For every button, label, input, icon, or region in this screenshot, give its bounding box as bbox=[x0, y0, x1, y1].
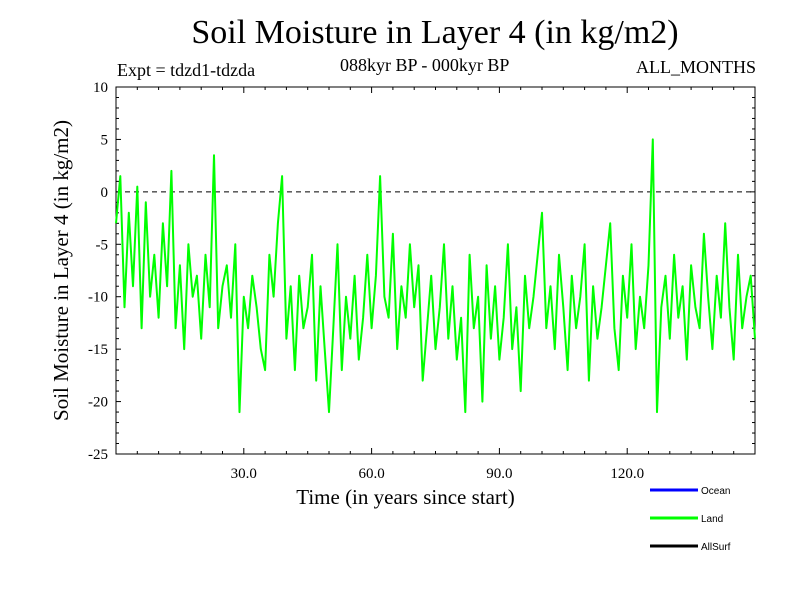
experiment-label: Expt = tdzd1-tdzda bbox=[117, 60, 256, 80]
y-tick-label: -20 bbox=[88, 395, 108, 411]
legend-label-land: Land bbox=[701, 514, 723, 525]
x-axis-label: Time (in years since start) bbox=[296, 485, 515, 509]
x-tick-label: 90.0 bbox=[486, 466, 512, 482]
y-tick-label: -5 bbox=[96, 237, 109, 253]
x-tick-label: 120.0 bbox=[610, 466, 644, 482]
plot-frame bbox=[115, 86, 756, 455]
period-label: 088kyr BP - 000kyr BP bbox=[340, 55, 510, 75]
legend-label-ocean: Ocean bbox=[701, 486, 730, 497]
y-tick-label: -10 bbox=[88, 290, 108, 306]
y-tick-label: -15 bbox=[88, 342, 108, 358]
y-tick-label: -25 bbox=[88, 447, 108, 463]
y-axis-label: Soil Moisture in Layer 4 (in kg/m2) bbox=[49, 120, 73, 421]
x-tick-label: 60.0 bbox=[358, 466, 384, 482]
months-label: ALL_MONTHS bbox=[636, 57, 756, 77]
legend-label-allsurf: AllSurf bbox=[701, 542, 731, 553]
x-tick-label: 30.0 bbox=[231, 466, 257, 482]
y-tick-label: 5 bbox=[101, 132, 109, 148]
chart-title: Soil Moisture in Layer 4 (in kg/m2) bbox=[191, 14, 679, 51]
y-tick-label: 0 bbox=[101, 185, 109, 201]
y-tick-label: 10 bbox=[93, 80, 108, 96]
series-line-land bbox=[115, 138, 756, 414]
